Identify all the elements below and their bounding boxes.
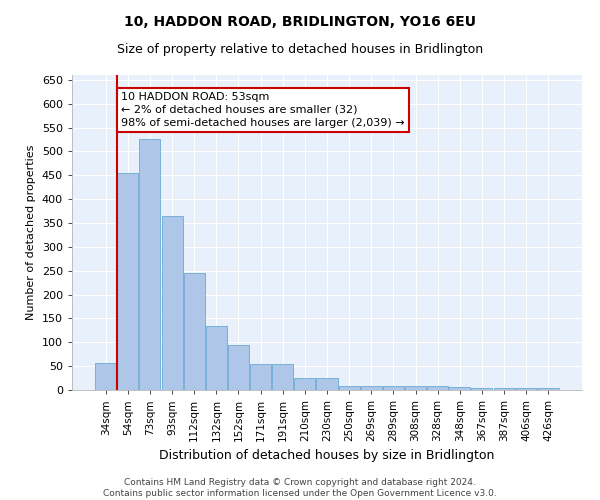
Bar bbox=[338, 386, 359, 390]
Bar bbox=[206, 326, 227, 390]
Bar bbox=[538, 388, 559, 390]
Bar bbox=[449, 387, 470, 390]
Bar bbox=[405, 386, 426, 390]
Text: Contains HM Land Registry data © Crown copyright and database right 2024.
Contai: Contains HM Land Registry data © Crown c… bbox=[103, 478, 497, 498]
Bar bbox=[250, 364, 271, 390]
Bar bbox=[95, 363, 116, 390]
X-axis label: Distribution of detached houses by size in Bridlington: Distribution of detached houses by size … bbox=[160, 450, 494, 462]
Bar bbox=[472, 388, 493, 390]
Bar bbox=[184, 273, 205, 390]
Bar bbox=[427, 386, 448, 390]
Bar bbox=[161, 216, 182, 390]
Text: Size of property relative to detached houses in Bridlington: Size of property relative to detached ho… bbox=[117, 42, 483, 56]
Bar bbox=[272, 364, 293, 390]
Bar bbox=[316, 378, 338, 390]
Bar bbox=[295, 378, 316, 390]
Bar bbox=[494, 388, 515, 390]
Text: 10 HADDON ROAD: 53sqm
← 2% of detached houses are smaller (32)
98% of semi-detac: 10 HADDON ROAD: 53sqm ← 2% of detached h… bbox=[121, 92, 405, 128]
Y-axis label: Number of detached properties: Number of detached properties bbox=[26, 145, 36, 320]
Bar bbox=[515, 388, 536, 390]
Bar bbox=[383, 386, 404, 390]
Bar bbox=[118, 173, 139, 390]
Bar bbox=[139, 140, 160, 390]
Bar bbox=[361, 386, 382, 390]
Text: 10, HADDON ROAD, BRIDLINGTON, YO16 6EU: 10, HADDON ROAD, BRIDLINGTON, YO16 6EU bbox=[124, 15, 476, 29]
Bar bbox=[228, 344, 249, 390]
